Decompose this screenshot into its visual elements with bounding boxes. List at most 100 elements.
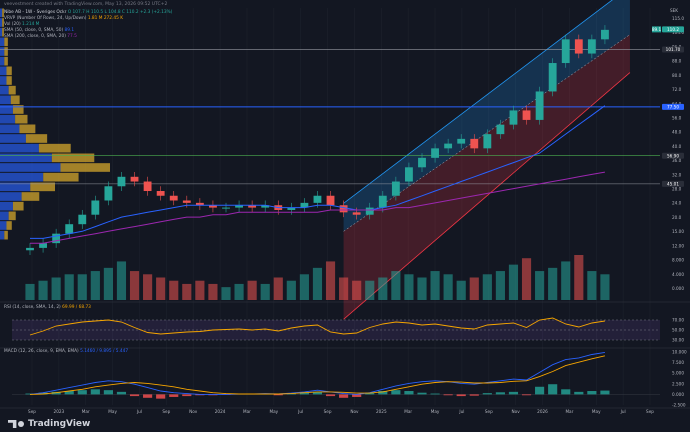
candle-body — [457, 138, 466, 144]
time-label: Jul — [297, 409, 303, 414]
volume-bar — [143, 274, 153, 300]
candle-body — [352, 212, 361, 215]
vp-row-up — [0, 192, 22, 201]
vrvp-label[interactable]: VRVP (Number Of Rows, 24, Up/Down) — [4, 16, 87, 21]
legend-symbol: Nibe AB - 1W - Sveriges Ockr O 107.7 H 1… — [4, 10, 172, 15]
time-label: May — [108, 409, 117, 414]
candle-body — [261, 205, 270, 208]
macd-hist-bar — [535, 386, 545, 395]
price-badge-text: 101.70 — [666, 47, 681, 52]
candle-body — [39, 243, 47, 248]
volume-bar — [129, 271, 140, 300]
price-tick: 80.0 — [672, 73, 682, 78]
time-label: Nov — [512, 409, 521, 414]
price-badge-text: 110.2 — [667, 27, 679, 32]
price-tick: 24.0 — [672, 201, 682, 206]
vp-row-down — [6, 76, 12, 85]
vp-row-up — [0, 211, 9, 221]
macd-hist-bar — [456, 394, 466, 397]
macd-hist-bar — [391, 390, 401, 395]
macd-tick: -2.500 — [672, 403, 686, 408]
macd-hist-bar — [548, 384, 558, 395]
candle-body — [52, 233, 61, 244]
macd-hist-bar — [365, 392, 375, 395]
macd-hist-bar — [143, 394, 153, 398]
volume-bar — [260, 283, 270, 300]
macd-label[interactable]: MACD (12, 26, close, 9, EMA, EMA) — [4, 349, 79, 354]
macd-tick: 2.500 — [672, 381, 684, 386]
macd-hist-bar — [521, 394, 532, 396]
channel-lower-fill — [343, 34, 630, 320]
volume-bar — [247, 280, 257, 300]
time-label: Mar — [404, 409, 412, 414]
ohlc-values: O 107.7 H 110.5 L 104.8 C 110.2 +2.3 (+2… — [67, 10, 173, 15]
volume-bars — [25, 255, 610, 300]
volume-bar — [116, 261, 127, 300]
rsi-tick: 30.00 — [672, 338, 684, 343]
time-label: Jul — [620, 409, 626, 414]
macd-hist-bar — [600, 390, 610, 395]
currency-label: SEK — [670, 8, 678, 13]
macd-line — [29, 351, 605, 395]
vp-row-up — [0, 153, 52, 163]
candle-body — [235, 205, 243, 208]
vp-row-down — [51, 153, 95, 163]
tradingview-brand[interactable]: TradingView — [8, 419, 90, 429]
time-label: Nov — [189, 409, 198, 414]
sma200-value: 77.5 — [67, 34, 77, 39]
vp-row-down — [2, 27, 4, 37]
vp-row-down — [8, 85, 16, 95]
volume-bar — [482, 274, 492, 300]
symbol-name[interactable]: Nibe AB - 1W - Sveriges Ockr — [4, 10, 67, 15]
vp-row-down — [38, 143, 71, 153]
candle-body — [378, 195, 387, 208]
rsi-label[interactable]: RSI (14, close, SMA, 14, 2) — [4, 305, 61, 310]
time-label: 2023 — [54, 409, 65, 414]
volume-bar — [208, 283, 218, 300]
macd-hist-bar — [469, 394, 479, 396]
price-tick: 4.000 — [672, 272, 684, 277]
volume-bar — [77, 274, 87, 300]
time-label: Jul — [136, 409, 142, 414]
vp-row-up — [0, 114, 16, 124]
price-tick: 88.0 — [672, 59, 682, 64]
vp-row-down — [25, 134, 48, 143]
candle-body — [365, 207, 374, 215]
candle-body — [326, 195, 335, 206]
macd-tick: 7.500 — [672, 360, 684, 365]
sma50-label[interactable]: SMA (50, close, 0, SMA, 50) — [4, 28, 64, 33]
price-tick: 8.000 — [672, 258, 684, 263]
vp-row-down — [12, 105, 24, 114]
macd-hist-bar — [156, 394, 166, 399]
volume-bar — [561, 261, 571, 300]
volume-bar — [574, 255, 584, 300]
vp-row-down — [4, 47, 8, 56]
volume-bar — [286, 280, 296, 300]
sma200-label[interactable]: SMA (200, close, 0, SMA, 20) — [4, 34, 66, 39]
macd-hist-bar — [312, 391, 323, 395]
vp-row-down — [4, 37, 8, 47]
candle-body — [522, 110, 531, 120]
vp-row-up — [0, 201, 13, 211]
candle-body — [65, 224, 74, 234]
vp-row-up — [0, 230, 5, 240]
macd-hist-bar — [443, 394, 453, 396]
macd-hist-bar — [90, 389, 100, 395]
candle-body — [91, 200, 100, 215]
vp-row-up — [0, 47, 5, 56]
vol-label[interactable]: Vol (20) — [4, 22, 21, 27]
channel-upper-line — [343, 0, 613, 204]
volume-bar — [508, 264, 519, 300]
time-label: 2025 — [376, 409, 387, 414]
sma-badge-text: 89.1 — [652, 27, 662, 32]
moving-averages — [30, 105, 606, 244]
volume-bar — [221, 287, 231, 300]
time-label: 2024 — [215, 409, 226, 414]
vp-row-down — [60, 163, 110, 172]
macd-hist-bar — [77, 390, 87, 395]
price-tick: 72.0 — [672, 87, 682, 92]
candle-body — [248, 205, 257, 208]
volume-bar — [90, 271, 100, 300]
volume-bar — [352, 280, 362, 300]
